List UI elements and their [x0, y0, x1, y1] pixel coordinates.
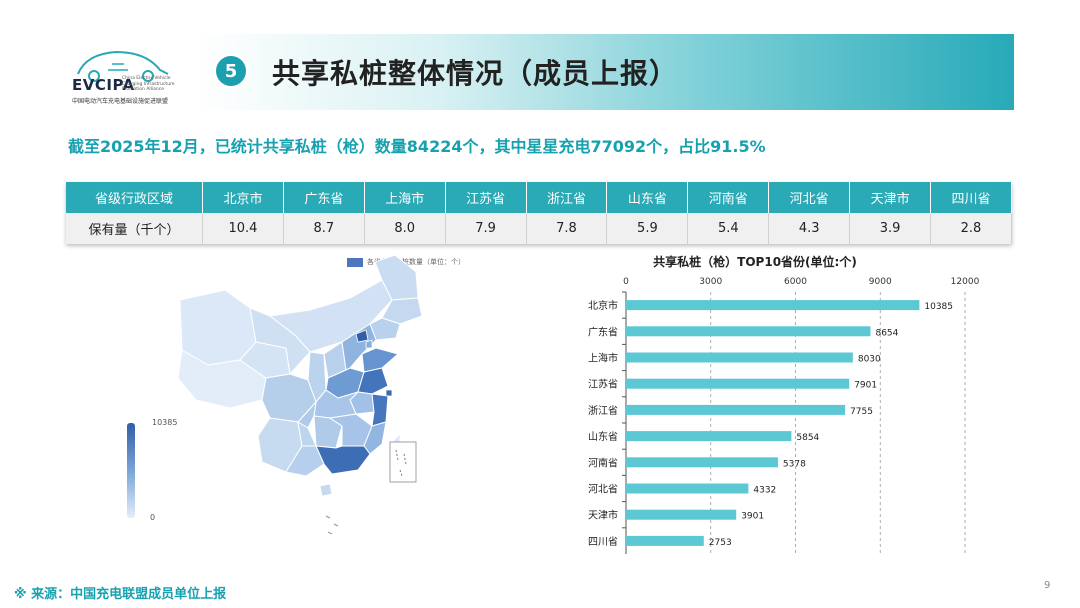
table-column-header: 江苏省 [445, 182, 527, 213]
chart-title: 共享私桩（枪）TOP10省份(单位:个) [653, 254, 857, 269]
table-column-header: 北京市 [202, 182, 284, 213]
table-cell-value: 8.7 [283, 213, 365, 244]
map-region-shandong [361, 347, 400, 373]
y-category-label: 河北省 [588, 483, 618, 496]
y-category-label: 山东省 [588, 430, 618, 443]
y-category-label: 浙江省 [588, 404, 618, 417]
visualmap-max-label: 10385 [152, 418, 178, 427]
bar-value-label: 5378 [783, 459, 806, 469]
logo-chinese-name: 中国电动汽车充电基础设施促进联盟 [72, 98, 169, 105]
bar-value-label: 8030 [858, 355, 881, 365]
map-region-tianjin [365, 339, 373, 349]
map-region-zhejiang [371, 393, 389, 427]
table-cell-value: 7.9 [445, 213, 527, 244]
bar [626, 535, 704, 546]
table-cell-value: 3.9 [849, 213, 932, 244]
x-tick-label: 9000 [869, 277, 892, 287]
top10-bar-chart: 共享私桩（枪）TOP10省份(单位:个) 0 3000 6000 9000 12000 北京… [588, 254, 980, 554]
table-column-header: 天津市 [849, 182, 932, 213]
page-title: 共享私桩整体情况（成员上报） [272, 57, 679, 90]
bar-value-label: 7755 [850, 407, 873, 417]
bar [626, 431, 792, 442]
map-region-beijing [355, 329, 369, 343]
logo-subtitle: China Electric Vehicle Charging Infrastr… [122, 76, 175, 92]
x-tick-label: 3000 [699, 277, 722, 287]
bar [626, 404, 846, 415]
bar-value-label: 4332 [753, 486, 776, 496]
bar [626, 483, 749, 494]
evcipa-logo [77, 50, 169, 82]
y-category-label: 上海市 [588, 352, 618, 365]
map-region-hunan [313, 415, 343, 449]
bar-value-label: 5854 [796, 433, 819, 443]
china-choropleth-map [177, 254, 423, 535]
bar-value-label: 3901 [741, 512, 764, 522]
y-category-label: 江苏省 [588, 378, 618, 391]
table-column-header: 河南省 [687, 182, 770, 213]
summary-text: 截至2025年12月，已统计共享私桩（枪）数量84224个，其中星星充电7709… [68, 137, 766, 156]
table-cell-value: 10.4 [202, 213, 284, 244]
map-region-xinjiang [179, 289, 257, 366]
map-region-hainan [319, 483, 333, 497]
table-column-header: 四川省 [930, 182, 1012, 213]
x-tick-label: 6000 [784, 277, 807, 287]
x-tick-label: 0 [623, 277, 629, 287]
map-legend-swatch[interactable] [347, 258, 363, 267]
table-column-header: 浙江省 [526, 182, 608, 213]
bar [626, 326, 871, 337]
y-category-label: 河南省 [588, 456, 618, 469]
visualmap-min-label: 0 [150, 513, 156, 522]
table-column-header: 河北省 [768, 182, 851, 213]
map-region-shanghai [385, 389, 393, 397]
south-china-sea-inset [389, 441, 417, 483]
bar-value-label: 7901 [854, 381, 877, 391]
table-header-row: 省级行政区域 北京市 广东省 上海市 江苏省 浙江省 山东省 河南省 河北省 天津市 四川省 [66, 182, 1012, 213]
table-row-header: 保有量（千个） [66, 213, 203, 244]
bar [626, 300, 920, 311]
bar [626, 509, 737, 520]
page-number: 9 [1044, 580, 1051, 591]
province-table: 省级行政区域 北京市 广东省 上海市 江苏省 浙江省 山东省 河南省 河北省 天津市 四川省 保有… [66, 182, 1012, 244]
visualmap-gradient-bar[interactable] [127, 423, 135, 518]
map-region-jilin [381, 297, 423, 325]
table-value-row: 保有量（千个） 10.4 8.7 8.0 7.9 7.8 5.9 5.4 4.3 3.9 2.8 [66, 213, 1012, 244]
table-cell-value: 8.0 [364, 213, 446, 244]
map-legend-label: 各省共享私桩数量（单位：个） [367, 258, 465, 266]
table-column-header: 上海市 [364, 182, 446, 213]
table-cell-value: 7.8 [526, 213, 608, 244]
source-note: ※ 来源：中国充电联盟成员单位上报 [14, 587, 227, 602]
y-category-label: 广东省 [588, 325, 618, 338]
table-cell-value: 2.8 [930, 213, 1012, 244]
bar-value-label: 8654 [875, 328, 898, 338]
map-region-jiangsu [357, 367, 389, 395]
table-cell-value: 5.9 [606, 213, 689, 244]
table-column-header: 广东省 [283, 182, 365, 213]
map-region-guangdong [315, 445, 371, 475]
section-number-badge: 5 [216, 56, 246, 86]
bar-value-label: 2753 [709, 538, 732, 548]
y-category-label: 四川省 [588, 535, 618, 548]
bar [626, 352, 853, 363]
map-region-inner-mongolia [268, 279, 393, 353]
y-category-label: 天津市 [588, 509, 618, 522]
bar [626, 457, 778, 468]
table-column-header: 山东省 [606, 182, 689, 213]
table-cell-value: 5.4 [687, 213, 770, 244]
x-tick-label: 12000 [951, 277, 980, 287]
bar [626, 378, 850, 389]
y-category-label: 北京市 [588, 299, 618, 312]
logo-text: EVCIPA [72, 76, 135, 94]
table-row-header: 省级行政区域 [66, 182, 203, 213]
title-banner [195, 34, 1014, 110]
table-cell-value: 4.3 [768, 213, 851, 244]
bar-value-label: 10385 [924, 302, 953, 312]
